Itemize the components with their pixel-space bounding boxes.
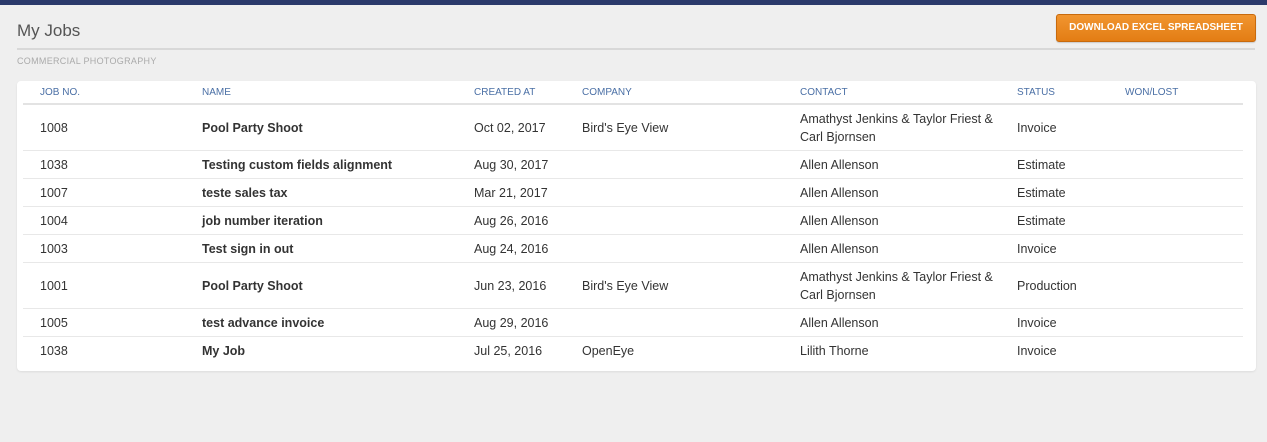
cell-company xyxy=(565,150,783,179)
col-header-name[interactable]: NAME xyxy=(185,81,457,105)
cell-contact: Allen Allenson xyxy=(783,308,1000,337)
cell-created-at: Jun 23, 2016 xyxy=(457,262,565,309)
cell-created-at: Aug 26, 2016 xyxy=(457,206,565,235)
cell-status: Estimate xyxy=(1000,206,1108,235)
col-header-job-no[interactable]: JOB NO. xyxy=(23,81,185,105)
download-excel-button[interactable]: DOWNLOAD EXCEL SPREADSHEET xyxy=(1056,14,1256,42)
cell-company xyxy=(565,308,783,337)
cell-won-lost xyxy=(1108,178,1243,207)
cell-created-at: Oct 02, 2017 xyxy=(457,104,565,151)
cell-status: Invoice xyxy=(1000,308,1108,337)
cell-contact: Allen Allenson xyxy=(783,178,1000,207)
col-header-created-at[interactable]: CREATED AT xyxy=(457,81,565,105)
cell-job-no: 1008 xyxy=(23,104,185,151)
cell-job-name[interactable]: test advance invoice xyxy=(185,308,457,337)
cell-won-lost xyxy=(1108,308,1243,337)
title-divider xyxy=(17,48,1255,50)
cell-contact: Allen Allenson xyxy=(783,206,1000,235)
cell-company: Bird's Eye View xyxy=(565,262,783,309)
table-row[interactable]: 1008 Pool Party Shoot Oct 02, 2017 Bird'… xyxy=(23,104,1243,151)
cell-won-lost xyxy=(1108,150,1243,179)
table-header-row: JOB NO. NAME CREATED AT COMPANY CONTACT … xyxy=(23,81,1243,105)
col-header-status[interactable]: STATUS xyxy=(1000,81,1108,105)
cell-job-name[interactable]: My Job xyxy=(202,343,246,358)
page-subtitle: COMMERCIAL PHOTOGRAPHY xyxy=(17,56,157,66)
cell-company: Bird's Eye View xyxy=(565,104,783,151)
cell-created-at: Mar 21, 2017 xyxy=(457,178,565,207)
table-row[interactable]: 1001 Pool Party Shoot Jun 23, 2016 Bird'… xyxy=(23,262,1243,309)
contact-line: Carl Bjornsen xyxy=(800,287,876,302)
cell-job-name[interactable]: Test sign in out xyxy=(185,234,457,263)
cell-job-no: 1038 xyxy=(23,150,185,179)
cell-status: Invoice xyxy=(1000,104,1108,151)
cell-won-lost xyxy=(1108,234,1243,263)
table-row[interactable]: 1005 test advance invoice Aug 29, 2016 A… xyxy=(23,308,1243,337)
jobs-table: JOB NO. NAME CREATED AT COMPANY CONTACT … xyxy=(23,81,1243,364)
table-row[interactable]: 1004 job number iteration Aug 26, 2016 A… xyxy=(23,206,1243,235)
cell-job-name[interactable]: Pool Party Shoot xyxy=(185,262,457,309)
contact-line: Amathyst Jenkins & Taylor Friest & xyxy=(800,111,993,126)
cell-status: Production xyxy=(1000,262,1108,309)
cell-created-at: Jul 25, 2016 xyxy=(474,343,543,358)
cell-contact: Allen Allenson xyxy=(783,234,1000,263)
cell-won-lost xyxy=(1108,337,1243,365)
col-header-company[interactable]: COMPANY xyxy=(565,81,783,105)
table-row[interactable]: 1003 Test sign in out Aug 24, 2016 Allen… xyxy=(23,234,1243,263)
cell-won-lost xyxy=(1108,206,1243,235)
cell-status: Estimate xyxy=(1000,150,1108,179)
cell-job-no: 1007 xyxy=(23,178,185,207)
cell-company xyxy=(565,234,783,263)
cell-job-no: 1004 xyxy=(23,206,185,235)
table-row[interactable]: 1038 My Job Jul 25, 2016 OpenEye Lilith … xyxy=(23,337,1243,365)
cell-created-at: Aug 29, 2016 xyxy=(457,308,565,337)
cell-job-no: 1003 xyxy=(23,234,185,263)
cell-contact: Allen Allenson xyxy=(783,150,1000,179)
cell-job-name[interactable]: Testing custom fields alignment xyxy=(185,150,457,179)
top-bar xyxy=(0,0,1267,5)
cell-status: Invoice xyxy=(1000,234,1108,263)
cell-job-no: 1001 xyxy=(23,262,185,309)
col-header-won-lost[interactable]: WON/LOST xyxy=(1108,81,1243,105)
cell-company: OpenEye xyxy=(582,343,635,358)
cell-status: Invoice xyxy=(1017,343,1057,358)
contact-line: Carl Bjornsen xyxy=(800,129,876,144)
page-title: My Jobs xyxy=(17,21,81,40)
cell-contact: Amathyst Jenkins & Taylor Friest & Carl B… xyxy=(783,104,1000,151)
table-row[interactable]: 1007 teste sales tax Mar 21, 2017 Allen … xyxy=(23,178,1243,207)
cell-job-name[interactable]: Pool Party Shoot xyxy=(185,104,457,151)
cell-company xyxy=(565,206,783,235)
cell-created-at: Aug 24, 2016 xyxy=(457,234,565,263)
cell-created-at: Aug 30, 2017 xyxy=(457,150,565,179)
jobs-card: JOB NO. NAME CREATED AT COMPANY CONTACT … xyxy=(17,81,1256,371)
cell-job-no: 1005 xyxy=(23,308,185,337)
table-row[interactable]: 1038 Testing custom fields alignment Aug… xyxy=(23,150,1243,179)
cell-won-lost xyxy=(1108,262,1243,309)
col-header-contact[interactable]: CONTACT xyxy=(783,81,1000,105)
cell-job-no: 1038 xyxy=(40,343,68,358)
cell-job-name[interactable]: job number iteration xyxy=(185,206,457,235)
cell-won-lost xyxy=(1108,104,1243,151)
cell-job-name[interactable]: teste sales tax xyxy=(185,178,457,207)
cell-contact: Amathyst Jenkins & Taylor Friest & Carl B… xyxy=(783,262,1000,309)
cell-company xyxy=(565,178,783,207)
cell-contact: Lilith Thorne xyxy=(800,343,869,358)
cell-status: Estimate xyxy=(1000,178,1108,207)
contact-line: Amathyst Jenkins & Taylor Friest & xyxy=(800,269,993,284)
